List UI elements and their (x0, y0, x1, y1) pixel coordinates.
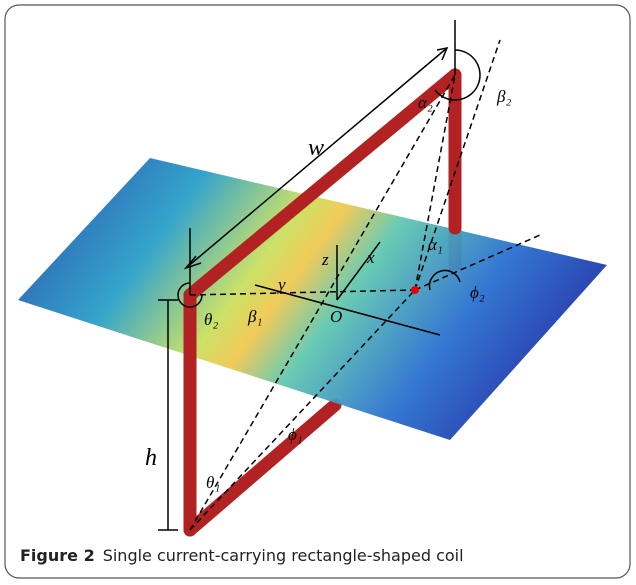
arrowhead (437, 48, 447, 60)
label-alpha1: α₁ (428, 235, 443, 254)
caption-label: Figure 2 (20, 546, 95, 565)
label-beta1: β₁ (247, 307, 262, 326)
caption: Figure 2 Single current-carrying rectangl… (20, 546, 464, 565)
label-x: x (366, 248, 375, 267)
label-phi1: ϕ₁ (288, 425, 303, 444)
label-w: w (308, 135, 324, 161)
label-beta2: β₂ (496, 87, 511, 106)
figure: w h θ₂ β₁ θ₁ ϕ₁ ϕ₂ α₁ α₂ β₂ O x y z (0, 0, 636, 585)
coil-bottom (190, 405, 335, 530)
label-y: y (276, 275, 286, 294)
label-theta2: θ₂ (204, 310, 218, 329)
caption-text: Single current-carrying rectangle-shaped… (103, 546, 464, 565)
label-alpha2: α₂ (418, 93, 433, 112)
label-h: h (145, 445, 157, 471)
label-phi2: ϕ₂ (470, 283, 485, 302)
page: w h θ₂ β₁ θ₁ ϕ₁ ϕ₂ α₁ α₂ β₂ O x y z Figu… (0, 0, 636, 585)
label-z: z (321, 250, 329, 269)
field-point (411, 286, 419, 294)
label-origin: O (330, 307, 342, 326)
label-theta1: θ₁ (206, 473, 220, 492)
